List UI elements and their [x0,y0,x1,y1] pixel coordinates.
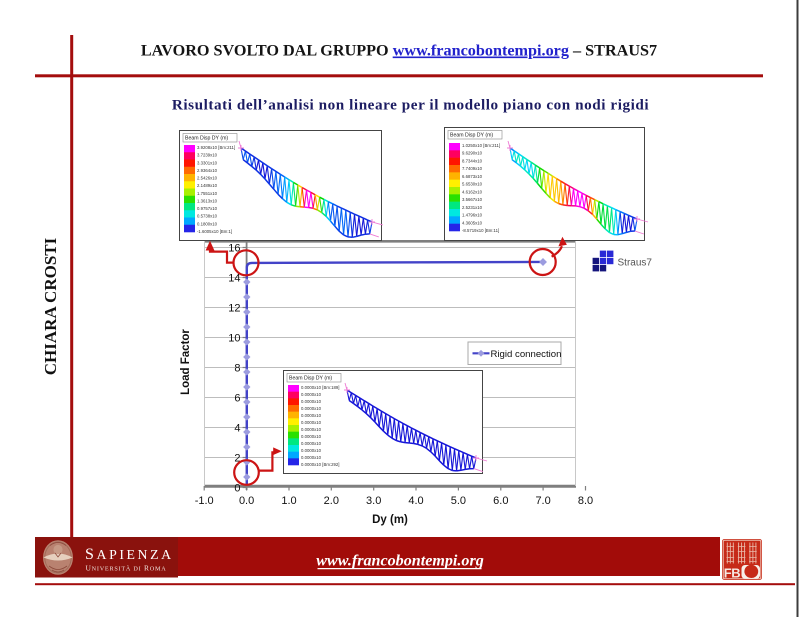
svg-text:1.0: 1.0 [281,495,296,507]
svg-text:0.0000x10: 0.0000x10 [301,441,322,446]
svg-text:2.5426x10: 2.5426x10 [197,176,218,181]
svg-text:10: 10 [228,333,240,345]
svg-text:0.0000x10: 0.0000x10 [301,392,322,397]
svg-text:Load Factor: Load Factor [180,329,192,395]
svg-text:2: 2 [234,453,240,465]
svg-text:Dy (m): Dy (m) [372,514,408,526]
svg-text:0.0000x10: 0.0000x10 [301,413,322,418]
svg-text:Beam Disp DY (m): Beam Disp DY (m) [450,133,493,139]
svg-text:Rigid connection: Rigid connection [491,349,562,360]
svg-text:8: 8 [234,363,240,375]
svg-text:CHIARA CROSTI: CHIARA CROSTI [41,237,60,375]
svg-text:0.0000x10: 0.0000x10 [301,434,322,439]
svg-text:Beam Disp DY (m): Beam Disp DY (m) [289,376,332,382]
svg-text:7.0: 7.0 [535,495,550,507]
svg-text:5.6530x10: 5.6530x10 [462,182,483,187]
svg-text:6.6873x10: 6.6873x10 [462,174,483,179]
svg-text:3.7239x10: 3.7239x10 [197,153,218,158]
svg-text:2.9364x10: 2.9364x10 [197,168,218,173]
svg-text:2.0: 2.0 [324,495,339,507]
svg-text:14: 14 [228,273,240,285]
svg-text:-1.6005x10 [Bm:1]: -1.6005x10 [Bm:1] [197,229,232,234]
svg-text:FB: FB [724,566,740,581]
svg-text:4.3605x10: 4.3605x10 [462,220,483,225]
svg-text:SAPIENZA: SAPIENZA [85,546,174,563]
svg-text:0.0000x10 [Bm:292]: 0.0000x10 [Bm:292] [301,462,339,467]
svg-text:0.0: 0.0 [239,495,254,507]
svg-text:0.0000x10: 0.0000x10 [301,427,322,432]
svg-text:3.0: 3.0 [366,495,381,507]
svg-text:4: 4 [234,423,240,435]
svg-text:Straus7: Straus7 [618,258,653,269]
svg-text:1.0250x10 [Bm:211]: 1.0250x10 [Bm:211] [462,143,500,148]
svg-text:5.0: 5.0 [451,495,466,507]
svg-text:2.1489x10: 2.1489x10 [197,183,218,188]
svg-text:3.5667x10: 3.5667x10 [462,197,483,202]
svg-text:0.0000x10: 0.0000x10 [301,399,322,404]
svg-text:9.6290x10: 9.6290x10 [462,151,483,156]
svg-text:6: 6 [234,393,240,405]
svg-text:-8.5719x10 [Bm:11]: -8.5719x10 [Bm:11] [462,228,499,233]
svg-text:6.0: 6.0 [493,495,508,507]
svg-text:UNIVERSITÀ DI ROMA: UNIVERSITÀ DI ROMA [86,564,167,573]
svg-text:LAVORO SVOLTO DAL GRUPPO www.f: LAVORO SVOLTO DAL GRUPPO www.francobonte… [141,42,657,60]
svg-text:7.7409x10: 7.7409x10 [462,166,483,171]
svg-text:0.9757x10: 0.9757x10 [197,206,218,211]
svg-text:12: 12 [228,303,240,315]
svg-text:0.5738x10: 0.5738x10 [197,214,218,219]
svg-text:0: 0 [234,483,240,495]
svg-text:1.3613x10: 1.3613x10 [197,199,218,204]
svg-text:0.0000x10: 0.0000x10 [301,455,322,460]
svg-text:4.0: 4.0 [408,495,423,507]
svg-text:16: 16 [228,243,240,255]
svg-text:4.6162x10: 4.6162x10 [462,189,483,194]
svg-text:0.0000x10: 0.0000x10 [301,406,322,411]
svg-text:0.0000x10 [Bm:189]: 0.0000x10 [Bm:189] [301,385,339,390]
svg-text:3.3301x10: 3.3301x10 [197,160,218,165]
svg-text:0.0000x10: 0.0000x10 [301,420,322,425]
svg-text:8.0: 8.0 [578,495,593,507]
svg-text:Beam Disp DY (m): Beam Disp DY (m) [185,136,228,142]
svg-text:1.4796x10: 1.4796x10 [462,213,483,218]
svg-text:3.9208x10 [Bm:211]: 3.9208x10 [Bm:211] [197,145,235,150]
svg-text:0.1800x10: 0.1800x10 [197,221,218,226]
svg-text:1.7551x10: 1.7551x10 [197,191,218,196]
svg-text:Risultati dell’analisi non lin: Risultati dell’analisi non lineare per i… [172,97,649,114]
svg-text:2.5231x10: 2.5231x10 [462,205,483,210]
svg-text:8.7344x10: 8.7344x10 [462,159,483,164]
svg-text:0.0000x10: 0.0000x10 [301,448,322,453]
svg-text:-1.0: -1.0 [195,495,214,507]
svg-text:www.francobontempi.org: www.francobontempi.org [316,553,484,570]
